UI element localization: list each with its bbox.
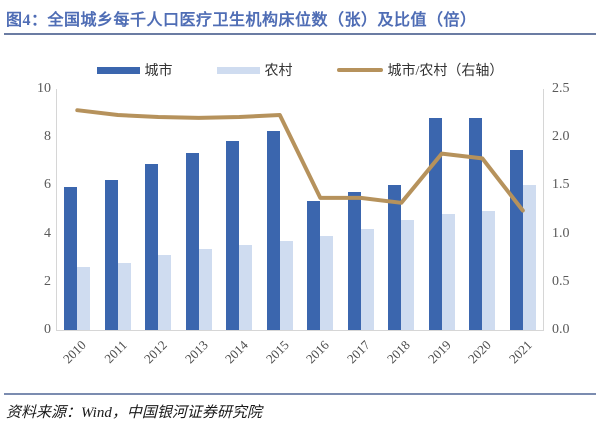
- right-axis-tick-label: 1.0: [552, 225, 570, 241]
- x-axis-tick-label: 2012: [141, 337, 171, 367]
- right-axis-tick-label: 0.0: [552, 322, 570, 337]
- city-bar: [104, 179, 118, 330]
- right-axis-tick-label: 0.5: [552, 273, 570, 289]
- city-bar: [64, 186, 78, 330]
- legend-item-ratio: 城市/农村（右轴）: [336, 60, 504, 80]
- rural-bar: [239, 244, 253, 330]
- x-axis-tick-label: 2020: [465, 337, 495, 367]
- x-axis-tick-label: 2014: [222, 337, 252, 367]
- rural-bar: [360, 229, 374, 330]
- source-note: 资料来源：Wind，中国银河证券研究院: [6, 405, 262, 421]
- city-bar: [185, 152, 199, 330]
- x-axis-tick-label: 2011: [100, 337, 130, 366]
- rural-swatch-icon: [216, 66, 260, 74]
- chart-legend: 城市 农村 城市/农村（右轴）: [0, 60, 600, 80]
- x-axis-tick-label: 2017: [343, 337, 373, 367]
- x-axis-tick-label: 2016: [303, 337, 333, 367]
- x-axis-tick-label: 2010: [60, 337, 90, 367]
- legend-label-rural: 农村: [264, 64, 293, 79]
- rural-bar: [441, 214, 455, 330]
- legend-item-city: 城市: [96, 60, 173, 80]
- rural-bar: [198, 249, 212, 330]
- x-axis-tick-label: 2021: [505, 337, 535, 367]
- right-axis-tick-label: 2.0: [552, 129, 570, 145]
- right-axis-tick-label: 1.5: [552, 177, 570, 193]
- rural-bar: [279, 240, 293, 330]
- legend-item-rural: 农村: [216, 60, 293, 80]
- city-bar: [266, 130, 280, 330]
- right-axis-tick-label: 2.5: [552, 81, 570, 96]
- x-axis-tick-label: 2015: [262, 337, 292, 367]
- plot-area: 0 2 4 6 8 10 0.0 0.5 1.0 1.5 2.0 2.5 2010 2011 2012 201…: [37, 82, 570, 367]
- city-bar: [347, 192, 361, 330]
- ratio-line: [75, 108, 525, 213]
- rural-bar: [158, 255, 172, 330]
- city-bar: [226, 141, 240, 330]
- rural-bar: [522, 185, 536, 330]
- left-axis-tick-label: 8: [44, 129, 51, 145]
- x-axis-tick-label: 2018: [384, 337, 414, 367]
- city-bar: [388, 184, 402, 330]
- legend-label-ratio: 城市/农村（右轴）: [387, 64, 504, 79]
- city-bar: [428, 118, 442, 330]
- city-bar: [307, 200, 321, 330]
- city-swatch-icon: [96, 66, 140, 74]
- city-bar: [469, 117, 483, 330]
- left-axis-tick-label: 0: [44, 322, 51, 337]
- left-axis-tick-label: 2: [44, 273, 51, 289]
- left-axis-tick-label: 6: [44, 177, 51, 193]
- legend-label-city: 城市: [144, 64, 173, 79]
- left-axis-tick-label: 10: [37, 81, 51, 96]
- rural-bar: [482, 210, 496, 330]
- title-divider: [4, 33, 596, 35]
- rural-bar: [320, 235, 334, 330]
- rural-bar: [401, 220, 415, 330]
- rural-bar: [77, 267, 91, 330]
- x-axis-tick-label: 2013: [181, 337, 211, 367]
- left-axis-tick-label: 4: [44, 225, 51, 241]
- city-bar: [145, 164, 159, 330]
- rural-bar: [117, 262, 131, 330]
- footer-divider: [4, 393, 596, 395]
- x-axis-tick-label: 2019: [424, 337, 454, 367]
- chart-title: 图4：全国城乡每千人口医疗卫生机构床位数（张）及比值（倍）: [6, 12, 477, 29]
- ratio-line-swatch-icon: [336, 68, 383, 72]
